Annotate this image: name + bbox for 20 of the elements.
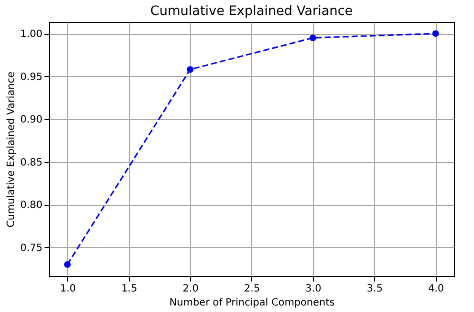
y-tick-label: 1.00 [20, 29, 42, 40]
y-axis-title: Cumulative Explained Variance [6, 72, 18, 228]
y-tick-label: 0.85 [20, 157, 42, 168]
y-tick-label: 0.75 [20, 242, 42, 254]
y-tick-label: 0.95 [20, 72, 42, 83]
x-tick-label: 2.0 [182, 284, 199, 294]
x-axis-title: Number of Principal Components [169, 298, 335, 308]
y-tick-label: 0.80 [20, 200, 42, 212]
point [186, 66, 194, 73]
x-tick-label: 1.0 [60, 284, 76, 294]
point [310, 34, 316, 42]
x-tick-label: 3.5 [366, 284, 383, 294]
point [432, 30, 439, 37]
x-tick-label: 2.5 [244, 284, 260, 294]
x-tick-label: 3.0 [305, 284, 322, 294]
point [64, 261, 71, 268]
x-tick-label: 4.0 [428, 284, 444, 294]
chart-title: Cumulative Explained Variance [150, 4, 353, 19]
x-tick-label: 1.5 [121, 284, 138, 294]
y-tick-label: 0.90 [20, 114, 42, 126]
